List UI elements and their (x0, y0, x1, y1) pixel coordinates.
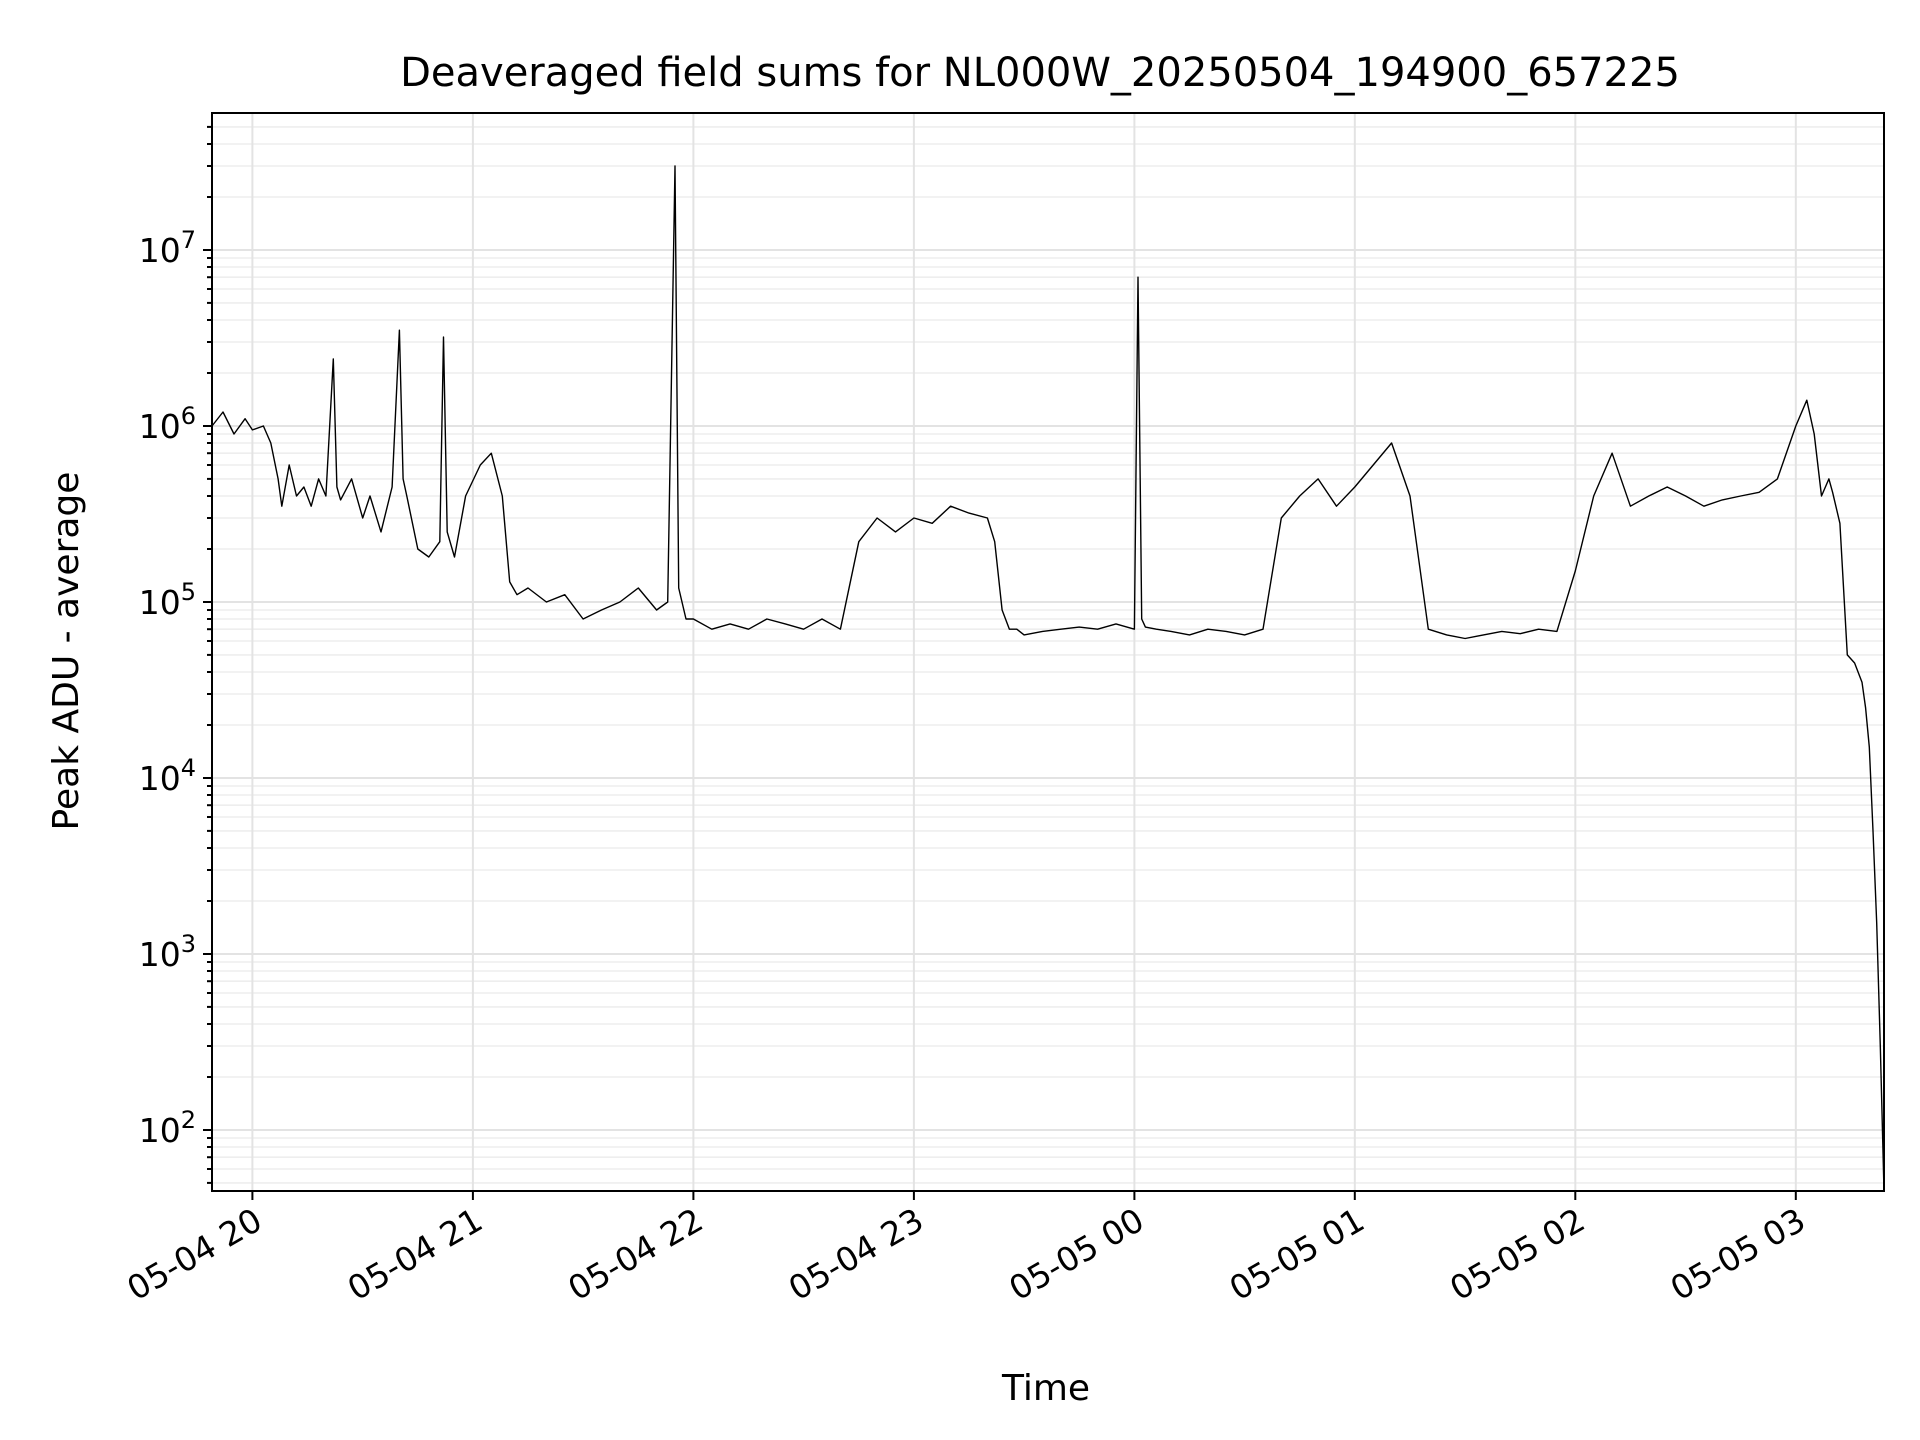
series-line (211, 165, 1885, 1192)
y-tick-base: 10 (139, 407, 181, 446)
y-tick-base: 10 (139, 231, 181, 270)
y-tick-label: 105 (139, 578, 196, 622)
y-tick-label: 104 (139, 754, 196, 798)
y-tick-base: 10 (139, 935, 181, 974)
plot-frame (211, 112, 1885, 1192)
y-tick-exponent: 2 (181, 1106, 196, 1134)
x-tick-label: 05-05 01 (1223, 1200, 1371, 1308)
y-tick-exponent: 5 (181, 578, 196, 606)
y-tick-label: 103 (139, 930, 196, 974)
x-axis-label: Time (1001, 1368, 1090, 1409)
y-axis-label: Peak ADU - average (46, 472, 87, 831)
x-tick-label: 05-05 03 (1664, 1200, 1812, 1308)
y-tick-label: 107 (139, 226, 196, 270)
x-tick-label: 05-04 22 (561, 1200, 709, 1308)
y-tick-exponent: 6 (181, 402, 196, 430)
x-tick-label: 05-05 02 (1443, 1200, 1591, 1308)
grid (212, 113, 1884, 1191)
series-group (211, 165, 1885, 1192)
y-tick-label: 102 (139, 1106, 196, 1150)
chart-title: Deaveraged field sums for NL000W_2025050… (400, 50, 1680, 96)
x-tick-label: 05-04 23 (782, 1200, 930, 1308)
y-tick-exponent: 3 (181, 930, 196, 958)
y-tick-base: 10 (139, 759, 181, 798)
x-tick-label: 05-04 20 (120, 1200, 268, 1308)
y-tick-exponent: 4 (181, 754, 196, 782)
x-tick-label: 05-04 21 (341, 1200, 489, 1308)
y-tick-base: 10 (139, 583, 181, 622)
y-tick-base: 10 (139, 1111, 181, 1150)
x-tick-label: 05-05 00 (1002, 1200, 1150, 1308)
x-axis: 05-04 20 05-04 21 05-04 22 05-04 23 05-05 00… (120, 1191, 1812, 1308)
y-tick-label: 106 (139, 402, 196, 446)
y-tick-exponent: 7 (181, 226, 196, 254)
